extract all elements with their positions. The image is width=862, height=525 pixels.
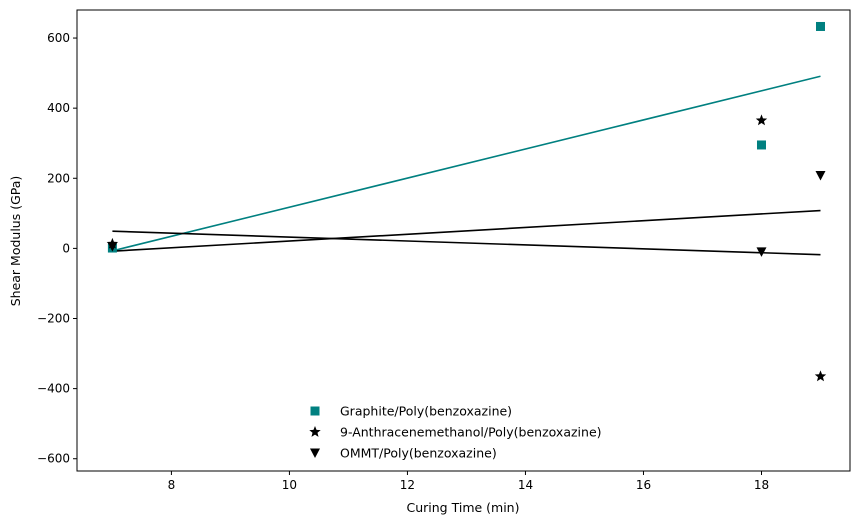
- y-tick-label: 0: [62, 241, 70, 255]
- data-point-series-0: [815, 21, 825, 31]
- legend-marker-series-0: [310, 406, 320, 416]
- x-axis-ticks: 8 10 12 14 16 18: [168, 471, 769, 492]
- y-axis-label: Shear Modulus (GPa): [8, 176, 23, 307]
- data-point-series-2: [107, 242, 118, 252]
- y-tick-label: −200: [37, 312, 70, 326]
- legend: Graphite/Poly(benzoxazine) 9-Anthraceneme…: [309, 404, 602, 461]
- legend-marker-series-1: [309, 426, 321, 437]
- data-points: [106, 21, 827, 382]
- data-point-series-2: [815, 170, 826, 181]
- y-tick-label: 200: [47, 171, 70, 185]
- data-point-series-1: [814, 370, 827, 382]
- x-tick-label: 10: [282, 478, 297, 492]
- plot-frame: [76, 9, 851, 472]
- x-tick-label: 12: [400, 478, 415, 492]
- y-tick-label: 600: [47, 31, 70, 45]
- x-tick-label: 8: [168, 478, 176, 492]
- x-axis-label: Curing Time (min): [407, 500, 520, 515]
- legend-label: Graphite/Poly(benzoxazine): [340, 404, 512, 419]
- y-tick-label: −600: [37, 452, 70, 466]
- y-tick-label: −400: [37, 382, 70, 396]
- fit-line-series-1: [112, 230, 821, 256]
- legend-label: 9-Anthracenemethanol/Poly(benzoxazine): [340, 425, 602, 440]
- legend-label: OMMT/Poly(benzoxazine): [340, 446, 497, 461]
- y-tick-label: 400: [47, 101, 70, 115]
- legend-marker-series-2: [310, 448, 320, 458]
- x-tick-label: 18: [754, 478, 769, 492]
- y-axis-ticks: −600 −400 −200 0 200 400 600: [37, 31, 77, 466]
- data-point-series-2: [756, 247, 767, 257]
- fit-line-series-2: [112, 209, 821, 252]
- data-point-series-0: [756, 140, 766, 150]
- data-point-series-1: [755, 114, 768, 126]
- x-tick-label: 14: [518, 478, 533, 492]
- fit-lines: [112, 75, 821, 256]
- x-tick-label: 16: [636, 478, 651, 492]
- fit-line-series-0: [112, 75, 821, 252]
